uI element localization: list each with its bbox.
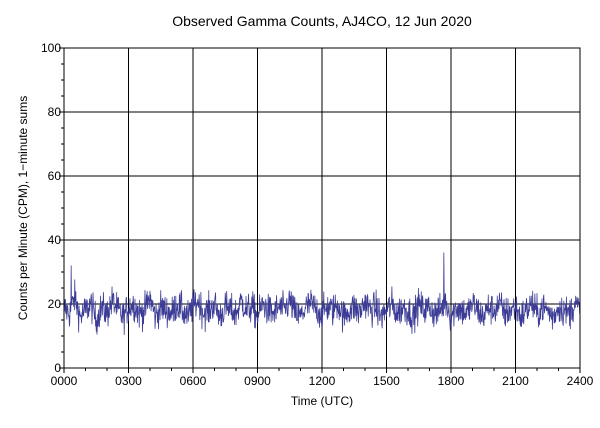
y-tick-label: 20 [48, 297, 62, 311]
x-tick-label: 0000 [51, 374, 78, 388]
x-tick-label: 0300 [115, 374, 142, 388]
series-layer [63, 252, 581, 335]
minor-ticks [59, 47, 581, 373]
x-tick-label: 2100 [502, 374, 529, 388]
y-tick-label: 100 [41, 41, 61, 55]
x-tick-label: 1800 [438, 374, 465, 388]
x-tick-label: 1200 [309, 374, 336, 388]
x-tick-label: 1500 [373, 374, 400, 388]
y-tick-label: 60 [48, 169, 62, 183]
series-line [63, 252, 581, 335]
y-axis-title: Counts per Minute (CPM), 1−minute sums [16, 96, 30, 320]
x-tick-labels: 0000 0300 0600 0900 1200 1500 1800 2100 2400 [51, 374, 594, 388]
x-tick-label: 0600 [180, 374, 207, 388]
x-tick-label: 2400 [567, 374, 594, 388]
y-tick-label: 0 [54, 361, 61, 375]
x-axis-title: Time (UTC) [291, 394, 353, 408]
y-tick-labels: 0 20 40 60 80 100 [41, 41, 61, 375]
x-tick-label: 0900 [244, 374, 271, 388]
chart-title: Observed Gamma Counts, AJ4CO, 12 Jun 202… [172, 13, 472, 29]
y-tick-label: 80 [48, 105, 62, 119]
y-tick-label: 40 [48, 233, 62, 247]
